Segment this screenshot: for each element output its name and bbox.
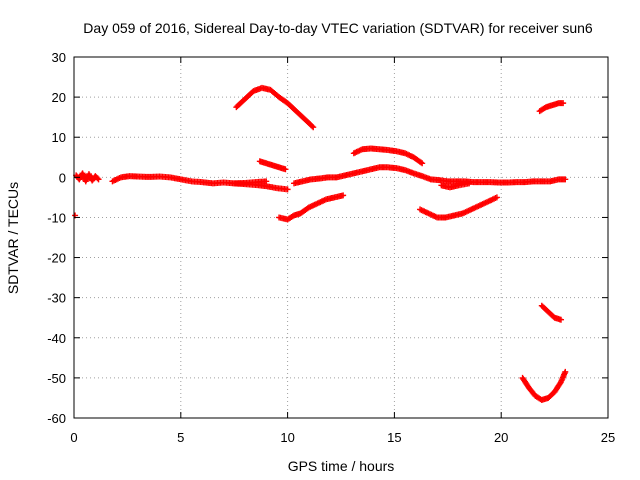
plot-frame [73,56,609,419]
data-point [417,159,424,166]
x-tick-label: 25 [601,430,615,445]
data-points [72,84,569,403]
data-point [562,368,569,375]
y-tick-label: -10 [47,210,66,225]
data-point [558,316,565,323]
y-tick-label: -30 [47,291,66,306]
x-tick-label: 10 [280,430,294,445]
series-arc-9 [417,194,500,221]
y-tick-label: -20 [47,251,66,266]
axis-ticks [73,56,609,419]
y-tick-label: -50 [47,371,66,386]
y-tick-label: 30 [52,50,66,65]
y-tick-label: 0 [59,170,66,185]
data-point [95,176,102,183]
x-tick-label: 5 [177,430,184,445]
x-tick-label: 15 [387,430,401,445]
data-point [419,160,426,167]
series-arc-10 [438,180,473,191]
data-point [94,175,101,182]
y-tick-label: -40 [47,331,66,346]
series-arc-6 [276,192,347,223]
data-point [562,176,569,183]
x-axis-title: GPS time / hours [288,458,395,474]
data-point [340,192,347,199]
data-point [493,194,500,201]
data-point [466,180,473,187]
data-point [310,124,317,131]
x-tick-label: 0 [70,430,77,445]
series-arc-5 [256,158,289,173]
series-arc-8 [350,145,426,167]
series-arc-12 [538,302,565,323]
y-tick-label: 20 [52,90,66,105]
x-tick-label: 20 [494,430,508,445]
data-point [282,166,289,173]
chart-title: Day 059 of 2016, Sidereal Day-to-day VTE… [83,20,593,36]
data-point [560,100,567,107]
data-point [309,123,316,130]
series-arc-3 [231,180,291,193]
tick-labels: 0 5 10 15 20 25 -60 -50 -40 -30 -20 -10 0 10 20 30 [47,50,615,445]
y-tick-label: 10 [52,130,66,145]
series-arc-11 [519,368,569,403]
data-point [284,186,291,193]
series-arc-4 [233,84,317,131]
series-arc-13 [536,100,567,115]
series-arc-7 [291,164,569,187]
grid [74,57,608,418]
y-tick-label: -60 [47,411,66,426]
y-axis-title: SDTVAR / TECUs [5,182,21,294]
